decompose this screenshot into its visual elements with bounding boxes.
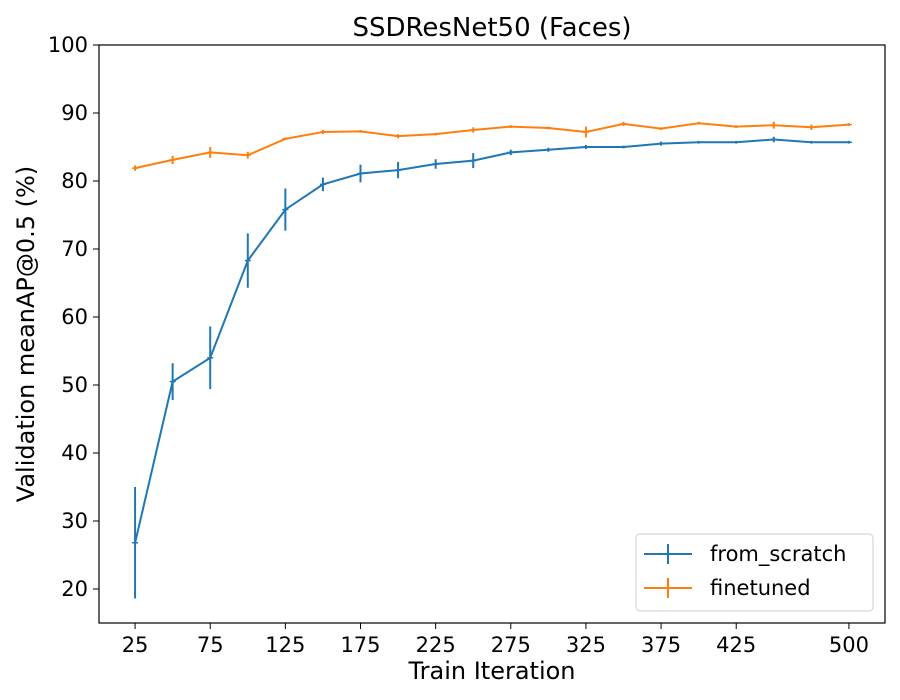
y-axis-ticks: 20 30 40 50 60 70 80 90 100 [48,33,99,601]
y-tick-label: 70 [61,237,88,261]
data-point [244,233,251,288]
data-point [733,140,740,144]
x-tick-label: 125 [265,633,305,657]
data-point [582,144,589,150]
data-point [808,140,815,144]
y-tick-label: 100 [48,33,88,57]
data-point [470,127,477,133]
data-point [395,161,402,179]
axes-frame [98,44,886,624]
data-point [582,126,589,138]
y-tick-label: 20 [61,577,88,601]
x-tick-label: 25 [122,633,149,657]
data-point [244,151,251,159]
data-point [282,137,289,141]
legend-label: finetuned [710,576,811,600]
data-point [658,127,665,130]
data-point [169,363,176,400]
data-point [620,145,627,149]
y-tick-label: 80 [61,169,88,193]
legend-label: from_scratch [710,542,846,567]
y-tick-label: 30 [61,509,88,533]
data-point [658,141,665,146]
series-from_scratch [132,136,852,599]
y-tick-label: 60 [61,305,88,329]
data-point [357,130,364,133]
x-tick-label: 275 [491,633,531,657]
data-point [207,326,214,390]
x-tick-label: 425 [716,633,756,657]
data-point [432,159,439,169]
legend-box [635,533,874,612]
legend: from_scratch finetuned [635,533,874,612]
data-point [432,132,439,136]
data-point [470,153,477,169]
data-point [845,140,852,144]
legend-item: finetuned [644,576,811,600]
x-axis-label: Train Iteration [407,657,575,685]
y-tick-label: 40 [61,441,88,465]
plot-area [132,121,852,599]
data-point [319,130,326,135]
data-point [319,177,326,192]
data-point [357,164,364,183]
y-axis-label: Validation meanAP@0.5 (%) [12,166,40,502]
data-point [132,487,139,599]
data-point [695,121,702,125]
y-tick-label: 50 [61,373,88,397]
data-point [808,124,815,130]
data-point [733,125,740,128]
data-point [282,188,289,231]
data-point [695,140,702,144]
x-tick-label: 375 [641,633,681,657]
data-point [507,149,514,156]
x-tick-label: 325 [566,633,606,657]
data-point [770,121,777,129]
y-tick-label: 90 [61,101,88,125]
data-point [507,125,514,128]
x-tick-label: 75 [197,633,224,657]
data-point [845,123,852,126]
data-point [132,165,139,171]
series-finetuned [132,121,852,171]
data-point [545,126,552,130]
data-point [395,134,402,139]
series-line [134,122,849,170]
x-tick-label: 175 [340,633,380,657]
data-point [545,147,552,152]
chart-title: SSDResNet50 (Faces) [352,13,631,43]
x-axis-ticks: 25 75 125 175 225 275 325 375 425 500 [122,623,869,657]
data-point [169,155,176,164]
series-line [134,138,849,544]
x-tick-label: 225 [416,633,456,657]
x-tick-label: 500 [829,633,869,657]
data-point [620,121,627,126]
data-point [770,136,777,143]
data-point [207,147,214,158]
legend-item: from_scratch [644,542,846,567]
